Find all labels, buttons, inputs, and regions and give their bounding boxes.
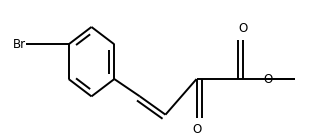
Text: O: O xyxy=(263,73,273,86)
Text: O: O xyxy=(192,123,201,136)
Text: O: O xyxy=(239,22,248,35)
Text: Br: Br xyxy=(13,38,26,51)
